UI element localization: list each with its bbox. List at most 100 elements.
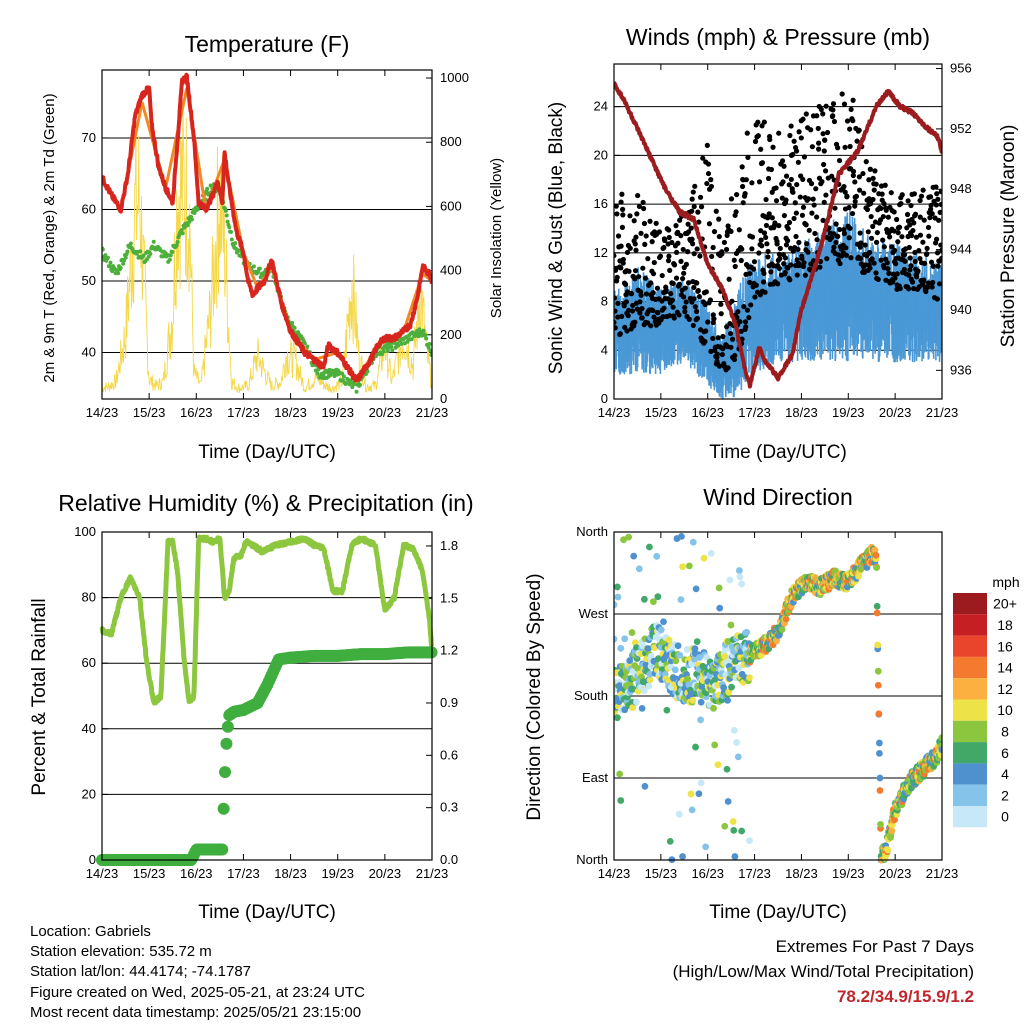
direction-point xyxy=(691,645,699,653)
gust-point xyxy=(928,202,934,208)
gust-point xyxy=(650,307,656,314)
gust-point xyxy=(830,101,837,107)
gust-point xyxy=(636,203,643,210)
gust-point xyxy=(906,272,912,278)
direction-point xyxy=(621,635,629,643)
gust-point xyxy=(929,284,935,290)
gust-point xyxy=(917,197,923,204)
humidity-frame xyxy=(101,531,433,861)
dewpoint-point xyxy=(223,208,228,213)
direction-point xyxy=(874,667,882,675)
dewpoint-point xyxy=(380,352,385,357)
legend-label: 0 xyxy=(1001,809,1009,825)
gust-point xyxy=(710,335,716,342)
gust-point xyxy=(914,274,920,280)
direction-point xyxy=(875,739,883,747)
gust-point xyxy=(765,254,771,260)
direction-point xyxy=(735,664,743,672)
dewpoint-point xyxy=(426,345,431,350)
gust-point xyxy=(691,296,697,302)
gust-point xyxy=(864,206,871,213)
winds-plot-area xyxy=(614,81,942,399)
gust-point xyxy=(723,246,730,253)
direction-point xyxy=(699,662,707,670)
gust-point xyxy=(614,203,619,209)
gust-point xyxy=(724,324,730,330)
gust-point xyxy=(799,255,805,262)
dewpoint-point xyxy=(121,261,126,266)
gust-point xyxy=(935,263,941,269)
gust-point xyxy=(759,160,766,166)
gust-point xyxy=(639,315,645,321)
temperature-frame xyxy=(101,69,433,400)
gust-point xyxy=(805,196,812,202)
gust-point xyxy=(632,319,638,325)
gust-point xyxy=(666,234,672,241)
gust-point xyxy=(841,227,847,233)
direction-point xyxy=(725,688,733,696)
winds-xtick-label: 19/23 xyxy=(832,405,865,420)
gust-point xyxy=(793,210,799,216)
gust-point xyxy=(660,314,666,320)
gust-point xyxy=(850,168,857,175)
gust-point xyxy=(906,244,912,251)
gust-point xyxy=(666,253,672,259)
direction-point xyxy=(726,576,734,584)
gust-point xyxy=(862,262,869,268)
gust-point xyxy=(835,145,841,151)
gust-point xyxy=(729,298,735,304)
direction-point xyxy=(625,533,633,541)
gust-point xyxy=(625,313,631,319)
gust-point xyxy=(627,213,633,219)
gust-point xyxy=(676,281,682,287)
gust-point xyxy=(620,212,626,218)
gust-point xyxy=(905,198,911,204)
gust-point xyxy=(906,286,912,292)
gust-point xyxy=(780,179,786,185)
gust-point xyxy=(843,252,849,258)
gust-point xyxy=(690,189,696,195)
gust-point xyxy=(703,328,709,334)
gust-point xyxy=(867,166,873,172)
precipitation-point xyxy=(220,737,233,750)
gust-point xyxy=(833,239,839,246)
gust-point xyxy=(680,246,686,253)
gust-point xyxy=(890,271,896,277)
gust-point xyxy=(650,290,656,296)
direction-point xyxy=(731,853,739,860)
gust-point xyxy=(648,280,654,286)
humidity-xtick-label: 21/23 xyxy=(416,866,449,881)
dewpoint-point xyxy=(148,251,153,256)
gust-point xyxy=(873,181,879,187)
humidity-xtick-label: 15/23 xyxy=(133,866,166,881)
temp-2m-line xyxy=(102,72,432,383)
gust-point xyxy=(854,138,860,144)
gust-point xyxy=(889,244,895,250)
gust-point xyxy=(895,230,901,236)
gust-point xyxy=(682,285,688,291)
gust-point xyxy=(901,266,907,273)
gust-point xyxy=(907,267,913,273)
dewpoint-point xyxy=(167,257,172,262)
direction-point xyxy=(724,696,731,704)
gust-point xyxy=(680,275,686,282)
gust-point xyxy=(936,217,942,223)
gust-point xyxy=(849,210,856,217)
extremes-line1: Extremes For Past 7 Days xyxy=(775,937,974,956)
gust-point xyxy=(642,241,648,247)
dewpoint-point xyxy=(385,349,390,354)
extremes-line2: (High/Low/Max Wind/Total Precipitation) xyxy=(672,962,974,981)
direction-point xyxy=(688,806,696,814)
direction-point xyxy=(730,826,738,834)
gust-point xyxy=(861,190,867,196)
gust-point xyxy=(923,288,929,295)
direction-point xyxy=(621,706,629,714)
gust-point xyxy=(773,185,779,191)
gust-point xyxy=(938,189,942,195)
solar-insolation-line xyxy=(102,100,432,394)
temperature-y2tick-label: 1000 xyxy=(440,70,469,85)
winds-xtick-label: 17/23 xyxy=(738,405,771,420)
gust-point xyxy=(868,200,874,207)
humidity-y2tick-label: 0.6 xyxy=(440,747,458,762)
gust-point xyxy=(926,233,932,239)
